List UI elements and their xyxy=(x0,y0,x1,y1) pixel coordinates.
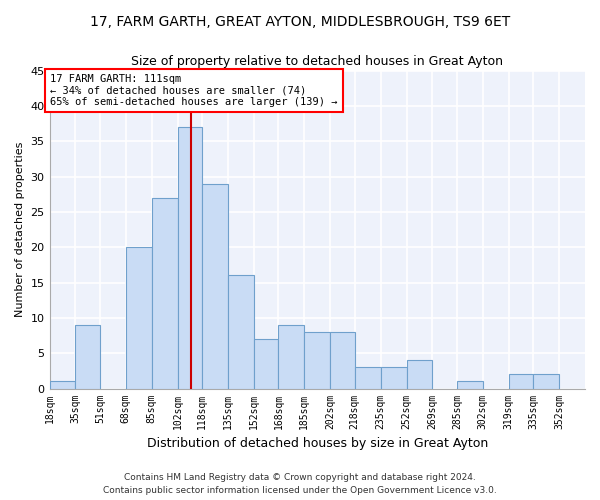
Bar xyxy=(330,332,355,388)
Bar xyxy=(178,127,202,388)
Bar xyxy=(407,360,433,388)
Bar xyxy=(380,368,407,388)
Bar xyxy=(152,198,178,388)
Text: 17 FARM GARTH: 111sqm
← 34% of detached houses are smaller (74)
65% of semi-deta: 17 FARM GARTH: 111sqm ← 34% of detached … xyxy=(50,74,338,108)
Bar xyxy=(76,325,100,388)
Y-axis label: Number of detached properties: Number of detached properties xyxy=(15,142,25,317)
Bar xyxy=(228,276,254,388)
Bar xyxy=(254,339,278,388)
Bar xyxy=(533,374,559,388)
Bar xyxy=(304,332,330,388)
Text: Contains HM Land Registry data © Crown copyright and database right 2024.
Contai: Contains HM Land Registry data © Crown c… xyxy=(103,474,497,495)
Bar xyxy=(202,184,228,388)
Bar xyxy=(355,368,380,388)
Bar xyxy=(509,374,533,388)
Bar xyxy=(457,382,483,388)
Title: Size of property relative to detached houses in Great Ayton: Size of property relative to detached ho… xyxy=(131,55,503,68)
Bar xyxy=(278,325,304,388)
Bar xyxy=(50,382,76,388)
Text: 17, FARM GARTH, GREAT AYTON, MIDDLESBROUGH, TS9 6ET: 17, FARM GARTH, GREAT AYTON, MIDDLESBROU… xyxy=(90,15,510,29)
Bar xyxy=(126,247,152,388)
X-axis label: Distribution of detached houses by size in Great Ayton: Distribution of detached houses by size … xyxy=(146,437,488,450)
